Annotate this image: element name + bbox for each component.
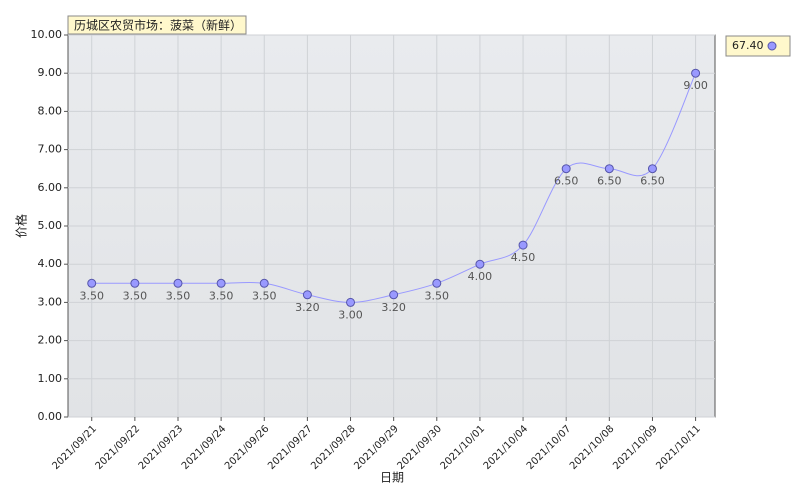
x-tick-label: 2021/09/21 — [50, 423, 99, 472]
x-tick-label: 2021/09/22 — [94, 423, 143, 472]
y-tick-label: 6.00 — [38, 181, 63, 194]
marker — [87, 278, 97, 288]
x-tick-label: 2021/09/30 — [395, 423, 444, 472]
legend-label: 67.40 — [732, 39, 764, 52]
x-tick-label: 2021/09/27 — [266, 423, 315, 472]
y-axis-label: 价格 — [14, 214, 29, 238]
y-tick-label: 3.00 — [38, 295, 63, 308]
y-tick-label: 2.00 — [38, 334, 63, 347]
y-tick-label: 9.00 — [38, 66, 63, 79]
marker — [216, 278, 226, 288]
marker — [691, 68, 701, 78]
y-tick-label: 5.00 — [38, 219, 63, 232]
data-label: 3.00 — [338, 308, 363, 321]
data-label: 6.50 — [640, 175, 665, 188]
legend-marker — [767, 41, 777, 51]
chart-title: 历城区农贸市场：菠菜（新鲜） — [74, 18, 242, 33]
marker — [604, 164, 614, 174]
data-label: 9.00 — [683, 79, 708, 92]
y-tick-label: 1.00 — [38, 372, 63, 385]
marker — [130, 278, 140, 288]
data-label: 3.50 — [79, 289, 104, 302]
marker — [389, 290, 399, 300]
y-tick-label: 0.00 — [38, 410, 63, 423]
data-label: 3.50 — [166, 289, 191, 302]
title-box — [67, 15, 247, 35]
x-tick-label: 2021/10/04 — [482, 423, 531, 472]
x-tick-label: 2021/09/28 — [309, 423, 358, 472]
x-tick-label: 2021/09/29 — [352, 423, 401, 472]
y-tick-label: 8.00 — [38, 104, 63, 117]
x-tick-label: 2021/10/01 — [439, 423, 488, 472]
data-label: 3.50 — [252, 289, 277, 302]
marker — [173, 278, 183, 288]
y-tick-label: 4.00 — [38, 257, 63, 270]
data-label: 4.00 — [468, 270, 493, 283]
y-tick-label: 10.00 — [31, 28, 63, 41]
x-tick-label: 2021/09/24 — [180, 423, 229, 472]
data-label: 3.50 — [425, 289, 450, 302]
marker — [346, 297, 356, 307]
marker — [259, 278, 269, 288]
data-label: 6.50 — [597, 175, 622, 188]
data-label: 3.50 — [209, 289, 234, 302]
marker — [302, 290, 312, 300]
x-axis-label: 日期 — [380, 471, 404, 485]
data-label: 3.50 — [123, 289, 148, 302]
marker — [432, 278, 442, 288]
x-tick-label: 2021/10/08 — [568, 423, 617, 472]
x-tick-label: 2021/09/23 — [137, 423, 186, 472]
data-label: 3.20 — [295, 301, 320, 314]
legend-box — [725, 35, 791, 57]
data-label: 4.50 — [511, 251, 536, 264]
x-tick-label: 2021/10/09 — [611, 423, 660, 472]
data-label: 6.50 — [554, 175, 579, 188]
marker — [561, 164, 571, 174]
y-tick-label: 7.00 — [38, 143, 63, 156]
data-label: 3.20 — [381, 301, 406, 314]
x-tick-label: 2021/09/26 — [223, 423, 272, 472]
x-tick-label: 2021/10/07 — [525, 423, 574, 472]
marker — [475, 259, 485, 269]
marker — [647, 164, 657, 174]
marker — [518, 240, 528, 250]
x-tick-label: 2021/10/11 — [654, 423, 703, 472]
